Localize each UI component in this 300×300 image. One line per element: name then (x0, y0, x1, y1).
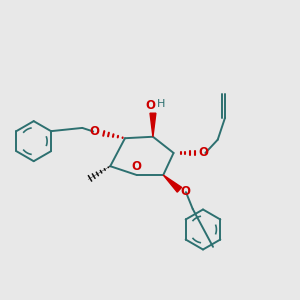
Polygon shape (163, 175, 182, 192)
Text: O: O (180, 185, 190, 198)
Text: H: H (157, 99, 165, 110)
Text: O: O (145, 99, 155, 112)
Text: O: O (89, 125, 99, 138)
Text: O: O (199, 146, 208, 159)
Polygon shape (150, 113, 156, 137)
Text: O: O (132, 160, 142, 173)
